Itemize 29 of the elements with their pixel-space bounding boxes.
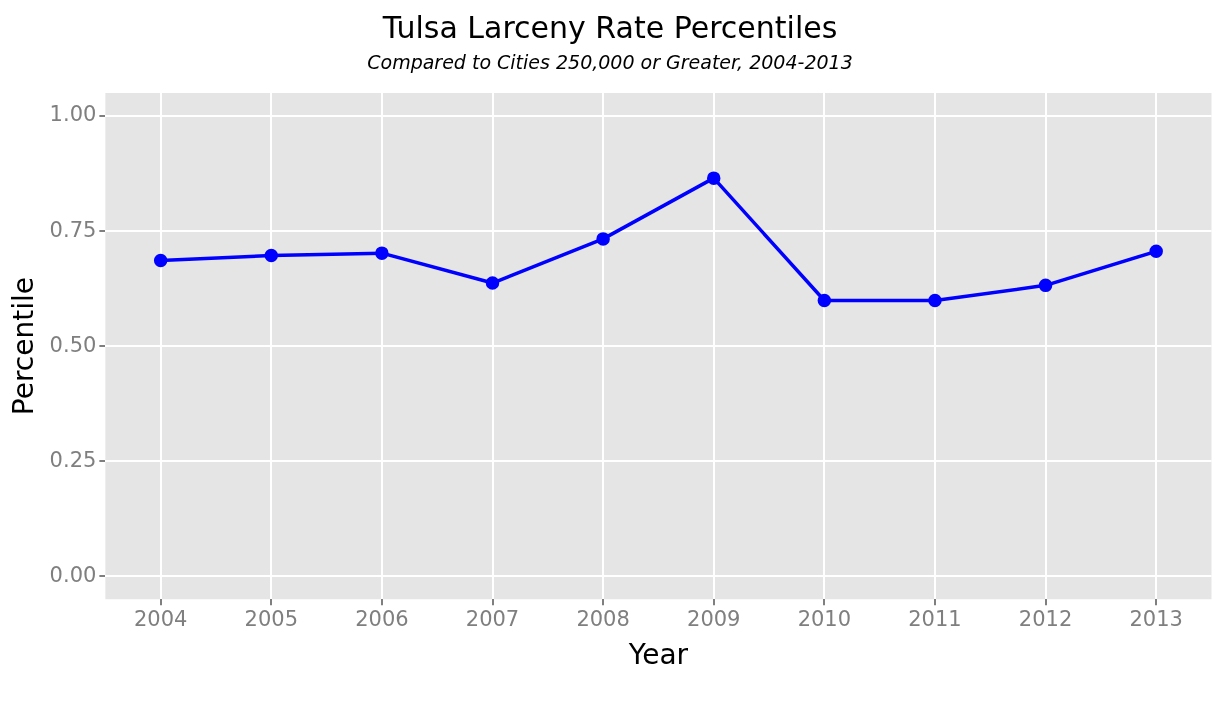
- y-tick-label: 0.00: [49, 562, 97, 587]
- x-tick-label: 2004: [133, 607, 188, 632]
- y-tick-label: 0.25: [49, 447, 97, 472]
- x-tick-label: 2008: [576, 607, 630, 632]
- x-tick-label: 2010: [797, 607, 852, 632]
- y-tick-label: 0.75: [49, 217, 97, 242]
- x-tick-label: 2011: [908, 607, 962, 632]
- point: [264, 248, 279, 263]
- point: [485, 276, 500, 290]
- point: [817, 293, 832, 308]
- x-tick-label: 2012: [1018, 607, 1073, 632]
- chart-title: Tulsa Larceny Rate Percentiles: [381, 10, 839, 45]
- x-tick-label: 2009: [687, 607, 741, 632]
- y-axis-title: Percentile: [7, 277, 41, 416]
- point: [928, 293, 942, 308]
- point: [375, 246, 389, 260]
- point: [706, 171, 721, 185]
- x-axis-title: Year: [627, 638, 689, 672]
- x-tick-label: 2005: [244, 607, 299, 632]
- x-tick-label: 2006: [355, 607, 409, 632]
- point: [153, 253, 168, 268]
- point: [1038, 278, 1053, 293]
- y-tick-label: 1.00: [49, 102, 97, 127]
- point: [1149, 244, 1163, 259]
- x-tick-label: 2007: [465, 607, 520, 632]
- chart-subtitle: Compared to Cities 250,000 or Greater, 2004-2013: [366, 51, 854, 73]
- x-tick-label: 2013: [1129, 607, 1183, 632]
- point: [596, 232, 610, 246]
- y-tick-label: 0.50: [49, 332, 97, 357]
